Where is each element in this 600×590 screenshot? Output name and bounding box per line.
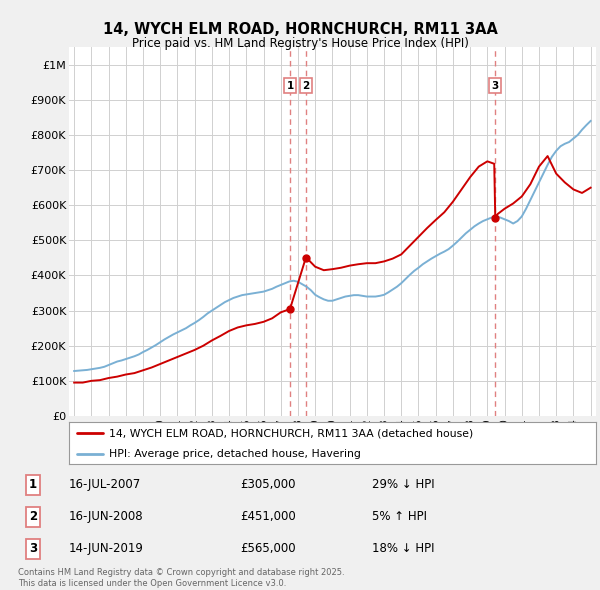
Text: £565,000: £565,000 — [240, 542, 296, 555]
Text: 14, WYCH ELM ROAD, HORNCHURCH, RM11 3AA (detached house): 14, WYCH ELM ROAD, HORNCHURCH, RM11 3AA … — [109, 428, 473, 438]
Text: 3: 3 — [29, 542, 37, 555]
Text: Contains HM Land Registry data © Crown copyright and database right 2025.
This d: Contains HM Land Registry data © Crown c… — [18, 568, 344, 588]
Text: 18% ↓ HPI: 18% ↓ HPI — [372, 542, 434, 555]
Text: Price paid vs. HM Land Registry's House Price Index (HPI): Price paid vs. HM Land Registry's House … — [131, 37, 469, 50]
Text: 2: 2 — [302, 81, 310, 91]
Text: 2: 2 — [29, 510, 37, 523]
Text: 1: 1 — [286, 81, 293, 91]
Text: 14-JUN-2019: 14-JUN-2019 — [69, 542, 144, 555]
Text: 5% ↑ HPI: 5% ↑ HPI — [372, 510, 427, 523]
Text: 16-JUN-2008: 16-JUN-2008 — [69, 510, 143, 523]
Text: £305,000: £305,000 — [240, 478, 296, 491]
Text: HPI: Average price, detached house, Havering: HPI: Average price, detached house, Have… — [109, 449, 361, 458]
Text: 3: 3 — [491, 81, 499, 91]
Text: 16-JUL-2007: 16-JUL-2007 — [69, 478, 141, 491]
Text: 1: 1 — [29, 478, 37, 491]
Text: £451,000: £451,000 — [240, 510, 296, 523]
Text: 29% ↓ HPI: 29% ↓ HPI — [372, 478, 434, 491]
Text: 14, WYCH ELM ROAD, HORNCHURCH, RM11 3AA: 14, WYCH ELM ROAD, HORNCHURCH, RM11 3AA — [103, 22, 497, 37]
